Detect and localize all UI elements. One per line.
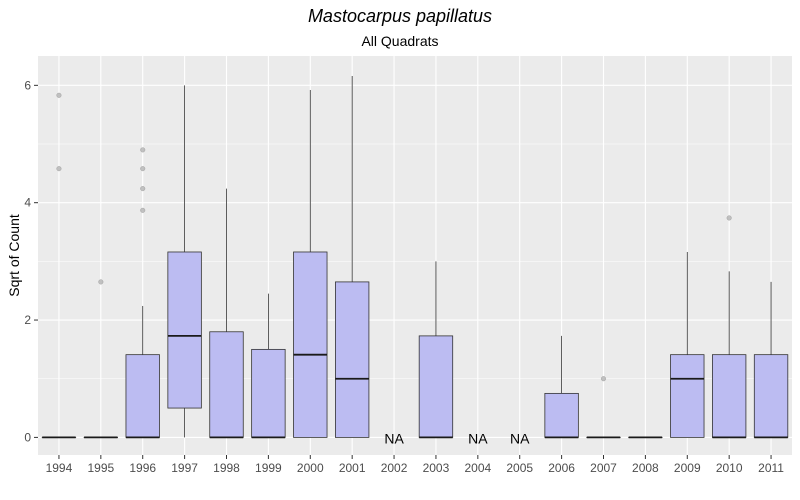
na-label: NA bbox=[510, 430, 530, 446]
outlier-point bbox=[56, 166, 62, 172]
outlier-point bbox=[140, 207, 146, 213]
box bbox=[167, 251, 202, 409]
box bbox=[293, 251, 328, 438]
x-tick-label: 2000 bbox=[297, 461, 324, 475]
box bbox=[251, 348, 286, 438]
x-tick-label: 1998 bbox=[213, 461, 240, 475]
chart-subtitle: All Quadrats bbox=[361, 33, 439, 49]
box bbox=[753, 354, 789, 438]
y-tick-label: 0 bbox=[24, 430, 31, 444]
chart-title: Mastocarpus papillatus bbox=[307, 6, 493, 26]
x-tick-label: 1995 bbox=[87, 461, 114, 475]
x-tick-label: 1996 bbox=[129, 461, 156, 475]
outlier-point bbox=[140, 166, 146, 172]
outlier-point bbox=[726, 215, 732, 221]
x-tick-label: 1999 bbox=[255, 461, 282, 475]
y-tick-label: 2 bbox=[24, 313, 31, 327]
x-tick-label: 1994 bbox=[46, 461, 73, 475]
x-tick-label: 2002 bbox=[381, 461, 408, 475]
outlier-point bbox=[56, 92, 62, 98]
outlier-point bbox=[98, 279, 104, 285]
x-tick-label: 2007 bbox=[590, 461, 617, 475]
x-tick-label: 2010 bbox=[716, 461, 743, 475]
plot-panel bbox=[38, 56, 792, 455]
x-tick-label: 2004 bbox=[464, 461, 491, 475]
x-tick-label: 2003 bbox=[423, 461, 450, 475]
y-tick-label: 6 bbox=[24, 78, 31, 92]
y-axis-title: Sqrt of Count bbox=[6, 214, 22, 297]
box bbox=[209, 331, 244, 438]
x-tick-label: 2001 bbox=[339, 461, 366, 475]
na-label: NA bbox=[384, 430, 404, 446]
x-tick-label: 2011 bbox=[758, 461, 784, 475]
box bbox=[670, 354, 705, 438]
x-tick-label: 2009 bbox=[674, 461, 701, 475]
na-label: NA bbox=[468, 430, 488, 446]
y-tick-label: 4 bbox=[24, 196, 31, 210]
box bbox=[335, 281, 370, 438]
x-tick-label: 1997 bbox=[171, 461, 198, 475]
box bbox=[125, 354, 160, 438]
x-tick-label: 2006 bbox=[548, 461, 575, 475]
box bbox=[544, 392, 579, 438]
x-tick-label: 2005 bbox=[506, 461, 533, 475]
box bbox=[712, 354, 747, 438]
x-tick-label: 2008 bbox=[632, 461, 659, 475]
outlier-point bbox=[140, 147, 146, 153]
outlier-point bbox=[601, 376, 607, 382]
outlier-point bbox=[140, 186, 146, 192]
box bbox=[418, 335, 454, 438]
